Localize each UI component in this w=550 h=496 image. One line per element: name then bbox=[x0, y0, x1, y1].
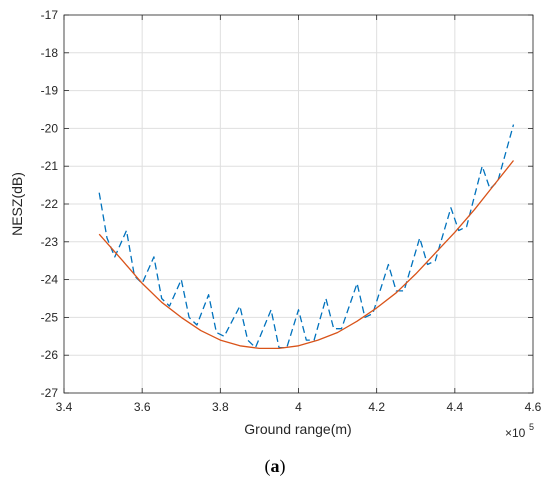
x-tick-label: 3.8 bbox=[212, 400, 229, 414]
figure-caption: (a) bbox=[0, 456, 550, 477]
y-tick-label: -26 bbox=[41, 348, 59, 362]
series-layer bbox=[98, 124, 515, 350]
y-tick-label: -22 bbox=[41, 197, 59, 211]
y-tick-label: -25 bbox=[41, 310, 59, 324]
x-axis-label: Ground range(m) bbox=[244, 421, 351, 437]
y-tick-label: -27 bbox=[41, 386, 59, 400]
x-tick-label: 4.6 bbox=[525, 400, 542, 414]
x-tick-label: 3.4 bbox=[56, 400, 73, 414]
caption-letter: a bbox=[270, 456, 280, 476]
y-tick-label: -19 bbox=[41, 84, 59, 98]
y-tick-label: -24 bbox=[41, 273, 59, 287]
x-exponent-power: 5 bbox=[529, 422, 534, 432]
dashed-series-line bbox=[98, 124, 515, 349]
y-tick-label: -18 bbox=[41, 46, 59, 60]
caption-close: ) bbox=[279, 456, 286, 476]
solid-series-line bbox=[98, 160, 515, 350]
x-tick-label: 4.2 bbox=[368, 400, 385, 414]
y-tick-label: -21 bbox=[41, 159, 59, 173]
x-tick-labels: 3.4 3.6 3.8 4 4.2 4.4 4.6 bbox=[56, 400, 542, 414]
y-tick-label: -23 bbox=[41, 235, 59, 249]
caption-open: ( bbox=[264, 456, 271, 476]
x-tick-label: 4.4 bbox=[446, 400, 463, 414]
y-axis-label: NESZ(dB) bbox=[9, 172, 25, 236]
y-tick-label: -20 bbox=[41, 121, 59, 135]
y-tick-labels: -17 -18 -19 -20 -21 -22 -23 -24 -25 -26 -27 bbox=[41, 8, 59, 400]
y-tick-label: -17 bbox=[41, 8, 59, 22]
x-exponent-label: ×10 bbox=[505, 426, 526, 440]
x-tick-label: 4 bbox=[295, 400, 302, 414]
x-tick-label: 3.6 bbox=[134, 400, 151, 414]
nesz-chart: 3.4 3.6 3.8 4 4.2 4.4 4.6 -17 -18 -19 -20 -21 -22 -2… bbox=[9, 8, 542, 440]
tick-marks bbox=[63, 14, 534, 394]
